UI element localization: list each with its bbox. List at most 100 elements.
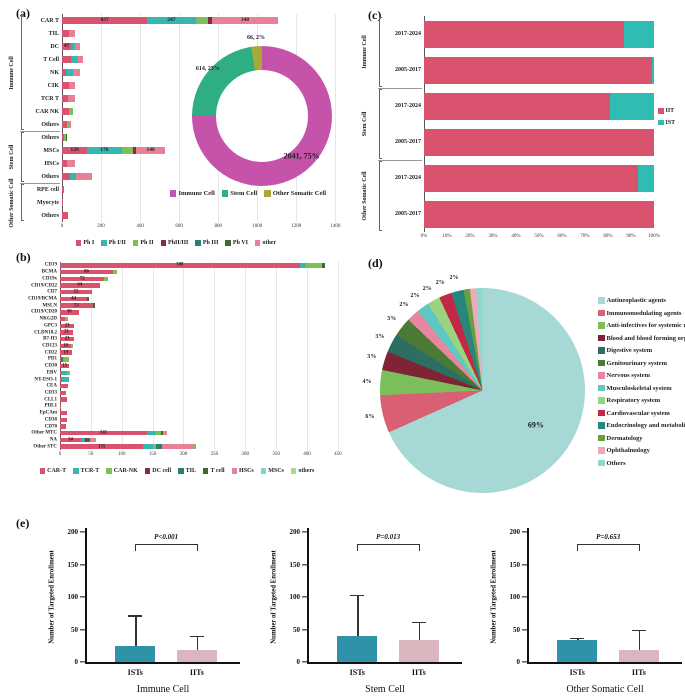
category-label: DC	[50, 43, 59, 50]
panel-b-cell-type-legend: CAR-T TCR-T CAR-NK DC cell TIL T cell HSCs MSCs…	[14, 468, 340, 474]
legend-item: Stem Cell	[221, 190, 257, 197]
x-tick-label: 350	[272, 452, 280, 457]
significance-bracket-tick	[196, 543, 198, 551]
legend-label: CAR-T	[47, 468, 67, 474]
bar-segment	[62, 185, 64, 194]
y-axis-title: Number of Targeted Enrollment	[490, 550, 498, 644]
category-label: CD70	[44, 424, 57, 429]
bar-segment	[87, 296, 89, 302]
legend-swatch	[598, 347, 605, 354]
bar-segment	[424, 164, 638, 192]
legend-swatch	[598, 384, 605, 392]
bar-segment	[92, 303, 95, 308]
bar-value-label: 72	[79, 276, 85, 282]
panel-a-label: (a)	[16, 6, 30, 20]
significance-bracket	[357, 543, 419, 545]
legend-swatch	[598, 409, 605, 417]
bar-value-label: 148	[146, 147, 155, 154]
category-label: CD38	[44, 417, 57, 423]
legend-label: Cardiovascular system	[606, 409, 670, 417]
legend-label: Endocrinology and metabolism	[606, 422, 685, 429]
bar-segment	[64, 133, 66, 142]
bar-segment	[62, 198, 63, 207]
category-label: Others	[41, 121, 59, 128]
legend-item: Others	[598, 460, 626, 467]
legend-label: PhII/III	[168, 240, 189, 246]
x-tick-label: 50%	[534, 234, 544, 239]
category-label: TCR T	[40, 95, 59, 102]
grid-line	[214, 262, 216, 450]
grid-line	[140, 14, 142, 222]
significance-bracket-tick	[357, 543, 359, 551]
slice-label: 69%	[527, 420, 544, 430]
bar-segment	[62, 29, 69, 38]
panel-e-immune-cell-chart: 0 50 100 150 200 Number of Targeted Enrollmen…	[40, 524, 240, 696]
bar-segment: 135	[60, 444, 144, 449]
category-label: MSLN	[42, 303, 57, 309]
legend-item: other	[254, 240, 276, 246]
bar-segment: 148	[136, 146, 166, 155]
bar-segment	[87, 437, 90, 443]
category-label: HSCs	[44, 160, 59, 167]
bar-segment	[89, 437, 96, 443]
slice-label: 3%	[387, 315, 397, 322]
bar-segment	[60, 417, 67, 422]
category-label: CD7	[47, 289, 57, 295]
category-label: CLL1	[44, 397, 57, 403]
slice-label: 2041, 75%	[283, 151, 320, 161]
legend-swatch	[598, 309, 605, 317]
bar	[557, 639, 598, 662]
bar-segment	[60, 383, 69, 389]
x-tick-label: 0%	[420, 234, 428, 239]
group-bracket	[21, 15, 24, 130]
slice-label: 2%	[399, 302, 409, 309]
category-label: CD123	[42, 343, 57, 349]
bar-value-label: 34	[68, 437, 73, 443]
p-value-label: P=0.013	[376, 532, 401, 541]
slice-label: 3%	[367, 353, 377, 360]
bar-segment	[152, 444, 157, 449]
y-tick-label: 200	[289, 528, 301, 536]
error-bar-line	[135, 615, 137, 647]
legend-item: others	[290, 468, 314, 474]
bar-category-label: IITs	[189, 668, 204, 677]
group-label: Other Somatic Cell	[362, 171, 368, 221]
category-label: Others	[41, 212, 59, 219]
slice-label: 2%	[435, 279, 445, 286]
bar-segment	[163, 430, 167, 436]
legend-item: T cell	[202, 468, 225, 474]
bar-segment	[61, 377, 70, 382]
bar-value-label: 141	[99, 430, 108, 436]
legend-item: Antineoplastic agents	[598, 297, 666, 304]
significance-bracket-tick	[638, 543, 640, 551]
legend-swatch	[225, 240, 231, 246]
legend-label: Ph I	[83, 240, 95, 246]
bar-segment	[67, 370, 70, 375]
legend-label: MSCs	[268, 468, 284, 474]
y-tick-mark	[302, 563, 307, 566]
legend-item: Digestive system	[598, 347, 652, 354]
bar-segment	[133, 146, 137, 155]
panel-c-iit-ist-legend: IIT IST	[658, 108, 684, 126]
legend-swatch	[598, 447, 605, 454]
legend-swatch	[598, 397, 605, 404]
group-label: Immune Cell	[9, 55, 15, 90]
legend-item: Dermatology	[598, 435, 643, 442]
bar-segment	[62, 81, 69, 90]
bar-segment	[84, 437, 88, 443]
category-label: Other STC	[33, 444, 57, 450]
category-label: CD19/CD20	[31, 309, 57, 315]
grid-line	[335, 14, 337, 222]
category-label: CD19/BCMA	[28, 296, 57, 302]
y-tick-mark	[80, 596, 85, 598]
grid-line	[306, 262, 308, 450]
bar-segment	[60, 397, 67, 402]
legend-label: Blood and blood forming organs	[606, 334, 685, 342]
x-tick-label: 800	[214, 224, 222, 229]
legend-item: CAR-NK	[106, 468, 138, 474]
bar-category-label: IITs	[411, 668, 426, 677]
y-tick-label: 150	[509, 560, 521, 569]
legend-label: Immunomodulating agents	[606, 309, 682, 317]
chart-title: Stem Cell	[365, 684, 405, 695]
grid-line	[337, 262, 339, 450]
